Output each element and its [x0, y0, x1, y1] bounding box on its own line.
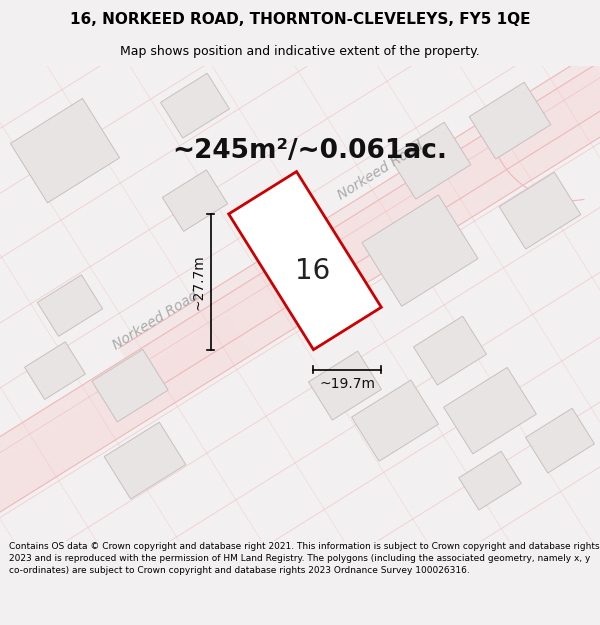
Text: 16, NORKEED ROAD, THORNTON-CLEVELEYS, FY5 1QE: 16, NORKEED ROAD, THORNTON-CLEVELEYS, FY… — [70, 12, 530, 27]
Polygon shape — [92, 349, 168, 422]
Polygon shape — [119, 0, 600, 394]
Polygon shape — [362, 195, 478, 306]
Polygon shape — [37, 275, 103, 336]
Text: 16: 16 — [295, 257, 331, 284]
Text: ~245m²/~0.061ac.: ~245m²/~0.061ac. — [173, 138, 448, 164]
Polygon shape — [459, 451, 521, 510]
Polygon shape — [104, 422, 186, 499]
Text: Contains OS data © Crown copyright and database right 2021. This information is : Contains OS data © Crown copyright and d… — [9, 542, 599, 575]
Text: ~19.7m: ~19.7m — [319, 377, 376, 391]
Polygon shape — [308, 351, 382, 420]
Text: ~27.7m: ~27.7m — [191, 254, 206, 310]
Text: Norkeed Road: Norkeed Road — [335, 139, 425, 202]
Polygon shape — [389, 122, 471, 199]
Polygon shape — [469, 82, 551, 159]
Polygon shape — [499, 173, 581, 249]
Polygon shape — [161, 73, 229, 138]
Polygon shape — [0, 64, 600, 597]
Text: Norkeed Road: Norkeed Road — [110, 289, 200, 352]
Polygon shape — [25, 342, 85, 399]
Polygon shape — [443, 368, 536, 454]
Polygon shape — [163, 170, 227, 231]
Polygon shape — [0, 316, 251, 566]
Polygon shape — [526, 408, 595, 473]
Polygon shape — [229, 172, 382, 349]
Text: Map shows position and indicative extent of the property.: Map shows position and indicative extent… — [120, 45, 480, 58]
Polygon shape — [413, 316, 487, 385]
Polygon shape — [352, 380, 439, 461]
Polygon shape — [10, 98, 119, 203]
